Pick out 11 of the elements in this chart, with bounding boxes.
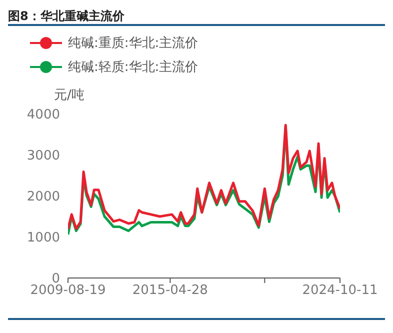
x-tick-label: 2015-04-28: [132, 283, 208, 298]
x-tick-label: 2024-10-11: [302, 283, 378, 298]
y-tick-label: 2000: [26, 190, 60, 205]
chart-title: 图8：华北重碱主流价: [8, 8, 385, 26]
x-tick-label: 2009-08-19: [30, 283, 106, 298]
legend-label: 纯碱:重质:华北:主流价: [68, 35, 198, 52]
y-tick-label: 1000: [26, 230, 60, 246]
y-axis-title: 元/吨: [54, 87, 86, 104]
legend-label: 纯碱:轻质:华北:主流价: [68, 59, 198, 76]
y-tick-label: 4000: [26, 108, 60, 123]
y-tick-label: 3000: [26, 148, 60, 164]
